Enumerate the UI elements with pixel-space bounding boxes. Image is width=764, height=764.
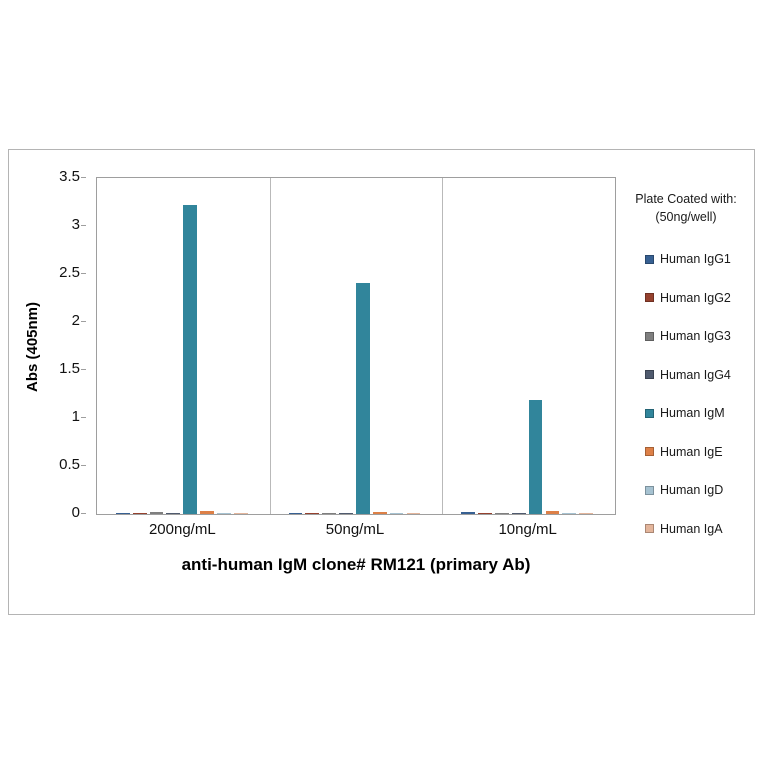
legend-swatch-icon (645, 524, 654, 533)
legend-swatch-icon (645, 293, 654, 302)
y-tick-mark (81, 465, 86, 466)
bar-human-igg2-50ng/mL (305, 513, 320, 514)
legend-label: Human IgG4 (660, 367, 731, 382)
legend-title-line2: (50ng/well) (655, 210, 717, 224)
figure-frame: Abs (405nm) 0 0.5 1 1.5 2 2.5 3 3.5 200ng/mL 50n… (8, 149, 755, 615)
bar-human-igm-10ng/mL (528, 400, 543, 514)
legend-label: Human IgG2 (660, 290, 731, 305)
bar-human-ige-200ng/mL (200, 511, 214, 514)
bar-human-ige-50ng/mL (372, 512, 387, 514)
bar-human-igg1-50ng/mL (288, 513, 303, 514)
legend-item-human-igg2: Human IgG2 (645, 291, 753, 305)
legend-item-human-ige: Human IgE (645, 445, 753, 459)
legend-title-line1: Plate Coated with: (635, 192, 737, 206)
bar-human-igd-50ng/mL (389, 513, 404, 514)
x-tick-label: 200ng/mL (148, 521, 216, 538)
x-tick-label: 10ng/mL (498, 521, 557, 538)
x-tick-label: 50ng/mL (325, 521, 385, 538)
bar-human-igg1-200ng/mL (115, 513, 130, 514)
bar-human-igg1-10ng/mL (461, 512, 476, 514)
y-tick-label: 3.5 (59, 168, 80, 185)
y-tick-mark (81, 177, 86, 178)
legend-swatch-icon (645, 408, 654, 418)
bar-human-igg2-10ng/mL (478, 513, 492, 514)
bar-human-igg3-200ng/mL (149, 512, 164, 514)
bar-human-iga-200ng/mL (233, 513, 248, 514)
bar-human-igg4-10ng/mL (511, 513, 526, 514)
bar-human-igg2-200ng/mL (132, 513, 147, 514)
bar-human-igg4-200ng/mL (166, 513, 181, 514)
x-axis-title: anti-human IgM clone# RM121 (primary Ab) (181, 555, 531, 574)
bar-human-igg3-10ng/mL (494, 513, 509, 514)
y-tick-mark (81, 273, 86, 274)
bar-human-iga-10ng/mL (579, 513, 593, 514)
legend-item-human-igg1: Human IgG1 (645, 252, 753, 266)
legend-item-human-iga: Human IgA (645, 522, 753, 536)
bar-human-igg4-50ng/mL (339, 513, 353, 514)
y-tick-label: 0.5 (59, 456, 80, 473)
legend-label: Human IgG3 (660, 329, 731, 343)
legend-items: Human IgG1 Human IgG2 Human IgG3 Human IgG4… (619, 252, 753, 536)
y-tick-label: 0 (71, 504, 80, 521)
legend-label: Human IgG1 (660, 252, 731, 266)
legend-swatch-icon (645, 370, 654, 379)
legend-swatch-icon (645, 485, 654, 495)
legend-label: Human IgM (660, 406, 725, 420)
category-separator (442, 178, 444, 514)
y-tick-label: 2.5 (59, 264, 80, 281)
y-tick-label: 3 (71, 216, 80, 233)
bar-human-igg3-50ng/mL (322, 513, 337, 514)
bar-human-igd-200ng/mL (217, 513, 231, 514)
legend-item-human-igd: Human IgD (645, 483, 753, 497)
bar-human-igd-10ng/mL (562, 513, 577, 514)
legend-item-human-igg3: Human IgG3 (645, 329, 753, 343)
y-tick-label: 1.5 (59, 360, 80, 377)
y-axis-labels: 0 0.5 1 1.5 2 2.5 3 3.5 (9, 168, 96, 521)
legend-label: Human IgA (660, 521, 723, 536)
y-tick-label: 2 (71, 312, 80, 329)
y-tick-mark (81, 225, 86, 226)
bar-human-ige-10ng/mL (545, 511, 560, 514)
legend-item-human-igg4: Human IgG4 (645, 368, 753, 382)
y-tick-mark (81, 513, 86, 514)
bar-human-igm-200ng/mL (183, 205, 198, 514)
legend-swatch-icon (645, 254, 654, 264)
plot-area (96, 177, 616, 515)
bar-human-iga-50ng/mL (406, 513, 421, 514)
legend: Plate Coated with: (50ng/well) Human IgG… (619, 190, 753, 560)
x-axis-labels: 200ng/mL 50ng/mL 10ng/mL (96, 521, 616, 543)
legend-title: Plate Coated with: (50ng/well) (619, 190, 753, 226)
bar-human-igm-50ng/mL (356, 283, 370, 514)
legend-swatch-icon (645, 447, 654, 456)
y-tick-mark (81, 321, 86, 322)
y-tick-mark (81, 417, 86, 418)
y-tick-label: 1 (71, 408, 80, 425)
legend-label: Human IgE (660, 444, 723, 459)
legend-swatch-icon (645, 331, 654, 341)
legend-item-human-igm: Human IgM (645, 406, 753, 420)
legend-label: Human IgD (660, 483, 724, 497)
y-tick-mark (81, 369, 86, 370)
category-separator (269, 178, 271, 514)
